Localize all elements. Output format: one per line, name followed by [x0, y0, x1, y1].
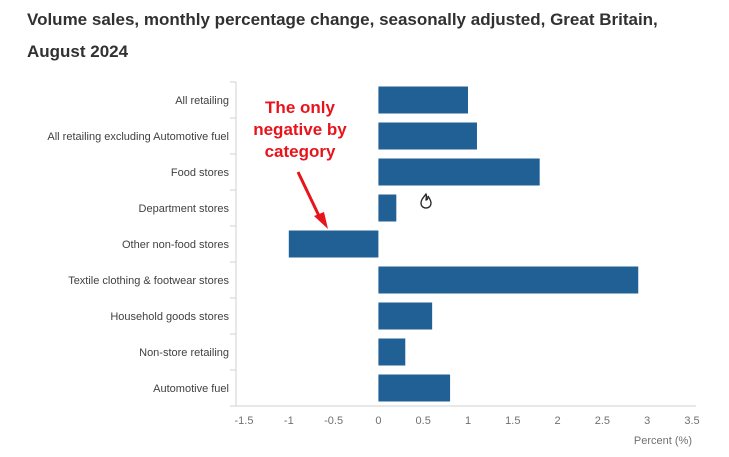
- annotation: The only negative by category: [253, 98, 347, 229]
- annotation-line: The only: [265, 98, 335, 117]
- annotation-line: negative by: [253, 120, 347, 139]
- bar: [378, 194, 397, 222]
- category-label: Automotive fuel: [153, 383, 229, 395]
- bar: [378, 266, 639, 294]
- tick-labels: -1.5 -1 -0.5 0 0.5 1 1.5 2 2.5 3 3.5: [235, 415, 700, 427]
- bar: [288, 230, 379, 258]
- category-label: Textile clothing & footwear stores: [68, 275, 229, 287]
- fire-icon: [420, 192, 432, 209]
- category-label: Non-store retailing: [139, 347, 229, 359]
- category-label: All retailing: [175, 95, 229, 107]
- category-label: Food stores: [171, 167, 230, 179]
- annotation-arrow: [296, 171, 322, 219]
- category-label: Other non-food stores: [122, 239, 230, 251]
- category-label: Department stores: [139, 203, 230, 215]
- bar: [378, 86, 468, 114]
- x-tick-label: -1: [284, 415, 294, 427]
- fire-icon-shape: [420, 192, 432, 209]
- x-tick-label: 2: [555, 415, 561, 427]
- x-tick-label: -0.5: [324, 415, 343, 427]
- bar: [378, 158, 540, 186]
- bar: [378, 302, 433, 330]
- chart-title: Volume sales, monthly percentage change,…: [27, 10, 658, 61]
- x-tick-label: 0.5: [416, 415, 431, 427]
- x-tick-label: 3: [644, 415, 650, 427]
- annotation-line: category: [265, 142, 336, 161]
- bar: [378, 122, 477, 150]
- x-tick-label: -1.5: [235, 415, 254, 427]
- x-tick-label: 1.5: [505, 415, 520, 427]
- x-tick-label: 1: [465, 415, 471, 427]
- x-tick-label: 0: [375, 415, 381, 427]
- chart-axes: [230, 81, 696, 407]
- category-label: Household goods stores: [110, 311, 229, 323]
- category-labels: All retailing All retailing excluding Aut…: [47, 95, 229, 395]
- x-axis-title: Percent (%): [634, 435, 692, 447]
- bar: [378, 338, 406, 366]
- bar: [378, 374, 451, 402]
- x-tick-label: 2.5: [595, 415, 610, 427]
- bar-group: [288, 86, 639, 402]
- annotation-arrow-head: [314, 212, 328, 229]
- x-tick-label: 3.5: [684, 415, 699, 427]
- category-label: All retailing excluding Automotive fuel: [47, 131, 229, 143]
- annotation-text: The only negative by category: [253, 98, 347, 161]
